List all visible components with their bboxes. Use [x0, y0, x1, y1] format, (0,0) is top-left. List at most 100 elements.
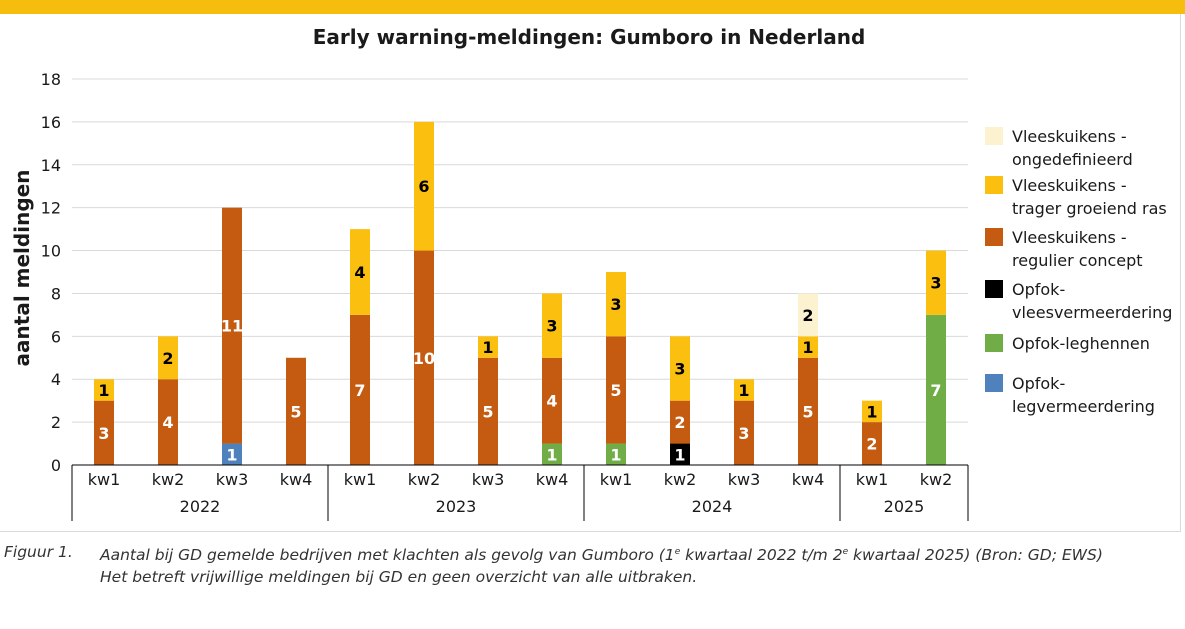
legend-label: ongedefinieerd: [1012, 150, 1133, 169]
legend-swatch: [985, 176, 1003, 194]
bar-value-label: 3: [674, 360, 685, 379]
bar-value-label: 3: [546, 317, 557, 336]
bar-value-label: 5: [610, 381, 621, 400]
bar-segment: [734, 379, 754, 401]
bar-segment: [670, 443, 690, 465]
legend-label: Opfok-leghennen: [1012, 334, 1150, 353]
bar-segment: [94, 379, 114, 401]
y-tick-label: 18: [41, 70, 61, 89]
bar-value-label: 6: [418, 177, 429, 196]
legend-label: trager groeiend ras: [1012, 199, 1167, 218]
bar-segment: [542, 443, 562, 465]
bar-segment: [350, 229, 370, 315]
bar-segment: [286, 357, 306, 465]
y-tick-label: 10: [41, 242, 61, 261]
bar-segment: [542, 293, 562, 358]
bar-segment: [670, 336, 690, 401]
bar-segment: [798, 336, 818, 358]
x-tick-label: kw2: [152, 470, 185, 489]
bar-segment: [478, 357, 498, 465]
y-tick-label: 0: [51, 456, 61, 475]
bar-segment: [94, 400, 114, 465]
bar-segment: [414, 250, 434, 465]
bar-segment: [670, 400, 690, 444]
bar-segment: [606, 443, 626, 465]
bar-value-label: 1: [866, 402, 877, 421]
bar-value-label: 7: [930, 381, 941, 400]
bar-segment: [862, 422, 882, 465]
chart-title: Early warning-meldingen: Gumboro in Nede…: [313, 25, 866, 49]
bar-value-label: 11: [221, 317, 243, 336]
group-label: 2025: [884, 497, 925, 516]
bar-segment: [222, 207, 242, 444]
bar-value-label: 5: [290, 402, 301, 421]
caption-line-2: Het betreft vrijwillige meldingen bij GD…: [100, 568, 698, 586]
bar-value-label: 4: [546, 392, 557, 411]
bar-segment: [158, 336, 178, 380]
x-tick-label: kw4: [280, 470, 313, 489]
bar-segment: [926, 250, 946, 315]
y-axis-label: aantal meldingen: [10, 170, 34, 367]
bar-segment: [798, 293, 818, 337]
legend-swatch: [985, 280, 1003, 298]
bar-value-label: 3: [610, 295, 621, 314]
bar-value-label: 1: [802, 338, 813, 357]
bar-value-label: 4: [354, 263, 365, 282]
bar-value-label: 1: [610, 445, 621, 464]
chart-frame: [0, 14, 1181, 532]
x-tick-label: kw2: [664, 470, 697, 489]
bar-value-label: 2: [802, 306, 813, 325]
bar-value-label: 3: [930, 274, 941, 293]
x-tick-label: kw1: [600, 470, 633, 489]
group-label: 2023: [436, 497, 477, 516]
bar-value-label: 1: [674, 445, 685, 464]
bar-value-label: 1: [482, 338, 493, 357]
group-label: 2022: [180, 497, 221, 516]
bar-segment: [606, 272, 626, 337]
top-color-band: [0, 0, 1185, 14]
bar-value-label: 2: [866, 435, 877, 454]
bar-value-label: 1: [546, 445, 557, 464]
bar-value-label: 5: [482, 402, 493, 421]
bar-segment: [222, 443, 242, 465]
y-tick-label: 8: [51, 284, 61, 303]
bar-segment: [158, 379, 178, 465]
legend-label: Vleeskuikens -: [1012, 228, 1127, 247]
bar-value-label: 2: [162, 349, 173, 368]
y-tick-label: 4: [51, 370, 61, 389]
bar-segment: [926, 314, 946, 465]
x-tick-label: kw2: [920, 470, 953, 489]
legend-label: regulier concept: [1012, 251, 1143, 270]
legend-label: Vleeskuikens -: [1012, 176, 1127, 195]
x-tick-label: kw1: [856, 470, 889, 489]
group-label: 2024: [692, 497, 733, 516]
y-tick-label: 16: [41, 113, 61, 132]
x-tick-label: kw2: [408, 470, 441, 489]
x-tick-label: kw3: [728, 470, 761, 489]
bar-value-label: 10: [413, 349, 435, 368]
x-tick-label: kw1: [344, 470, 377, 489]
bar-value-label: 4: [162, 413, 173, 432]
bar-value-label: 5: [802, 402, 813, 421]
bar-value-label: 3: [738, 424, 749, 443]
bar-value-label: 7: [354, 381, 365, 400]
bar-segment: [542, 357, 562, 444]
bar-segment: [798, 357, 818, 465]
legend-label: Opfok-: [1012, 374, 1065, 393]
y-tick-label: 14: [41, 156, 61, 175]
bar-segment: [414, 121, 434, 251]
legend-label: vleesvermeerdering: [1012, 303, 1172, 322]
bar-segment: [478, 336, 498, 358]
x-tick-label: kw4: [536, 470, 569, 489]
bar-value-label: 1: [98, 381, 109, 400]
legend-swatch: [985, 334, 1003, 352]
bar-segment: [862, 400, 882, 423]
gumboro-stacked-bar-chart: Early warning-meldingen: Gumboro in Nede…: [10, 25, 1172, 521]
y-tick-label: 6: [51, 327, 61, 346]
x-tick-label: kw3: [472, 470, 505, 489]
x-tick-label: kw3: [216, 470, 249, 489]
bar-value-label: 3: [98, 424, 109, 443]
bar-value-label: 1: [738, 381, 749, 400]
bar-value-label: 1: [226, 445, 237, 464]
caption-label: Figuur 1.: [4, 543, 73, 561]
